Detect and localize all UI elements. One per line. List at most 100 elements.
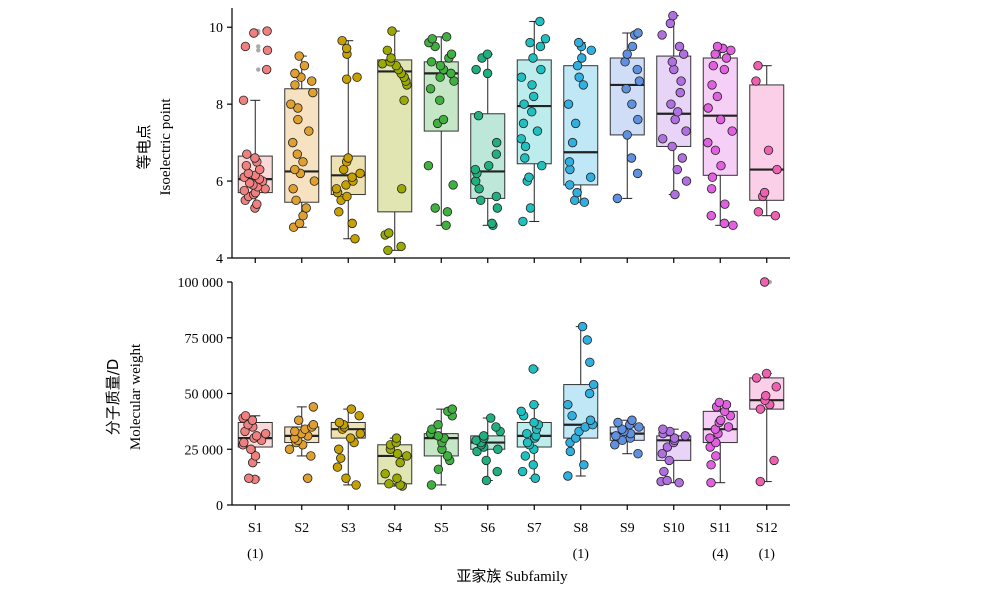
data-point [350, 234, 360, 244]
data-point [715, 114, 726, 125]
data-point [342, 191, 352, 202]
data-point [678, 49, 689, 59]
data-point [492, 466, 502, 477]
data-point [433, 464, 444, 475]
data-point [632, 168, 643, 179]
data-point [659, 466, 669, 477]
data-point [528, 460, 538, 470]
data-point [291, 195, 301, 206]
data-point [716, 160, 726, 171]
data-point [627, 99, 637, 109]
data-point [711, 451, 721, 461]
data-point [425, 84, 436, 94]
data-point [519, 99, 529, 109]
top-ylabel-en: Isoelectric point [158, 98, 174, 196]
x-axis-title: 亚家族 Subfamily [456, 568, 568, 585]
data-point [586, 45, 597, 56]
data-point [707, 80, 717, 90]
top-y-tick-label: 4 [216, 252, 223, 267]
data-point [633, 114, 643, 125]
data-point [243, 168, 254, 179]
bottom-y-tick-label: 50 000 [185, 388, 224, 403]
data-point [438, 114, 449, 125]
data-point [290, 426, 300, 437]
x-tick-label-S8: S8 [573, 521, 588, 536]
data-point [387, 26, 397, 36]
data-point [481, 455, 491, 466]
data-point [703, 137, 713, 148]
bottom-y-tick-label: 25 000 [185, 443, 224, 458]
data-point [626, 153, 637, 163]
data-point [530, 473, 540, 483]
data-point [620, 57, 630, 67]
data-point [753, 207, 764, 217]
data-point [262, 45, 273, 56]
data-point [309, 176, 320, 186]
data-point [386, 53, 396, 63]
data-point [585, 172, 596, 182]
data-point [527, 107, 537, 117]
data-point [567, 411, 577, 421]
data-point [770, 210, 781, 221]
data-point [392, 449, 403, 459]
data-point [728, 220, 738, 231]
data-point [516, 134, 526, 144]
data-point [484, 160, 494, 171]
data-point [491, 149, 502, 159]
data-point [293, 114, 303, 125]
data-point [447, 404, 457, 414]
data-point [771, 382, 781, 392]
data-point [343, 153, 353, 163]
data-point [707, 172, 718, 182]
data-point [247, 415, 258, 425]
top-box-S2 [284, 51, 320, 232]
data-point [627, 415, 637, 425]
data-point [493, 444, 503, 454]
x-tick-label-S2: S2 [294, 521, 309, 536]
data-point [479, 431, 489, 441]
data-point [384, 228, 394, 238]
data-point [714, 397, 725, 408]
data-point [482, 49, 493, 59]
data-point [294, 218, 305, 229]
data-point [306, 451, 316, 461]
x-sublabel-S1: (1) [247, 547, 264, 562]
data-point [706, 460, 716, 470]
data-point [491, 422, 501, 432]
top-box-S10 [656, 10, 692, 200]
data-point [308, 420, 319, 430]
data-point [574, 72, 584, 82]
data-point [481, 475, 492, 486]
data-point [720, 199, 730, 209]
data-point [284, 444, 295, 454]
data-point [535, 16, 545, 27]
data-point [427, 34, 437, 44]
data-point [525, 37, 535, 48]
data-point [662, 475, 672, 486]
bottom-box-S8 [563, 321, 599, 481]
data-point [298, 157, 308, 167]
data-point [516, 406, 526, 417]
data-point [681, 126, 691, 136]
data-point [537, 160, 547, 171]
data-point [540, 34, 551, 44]
data-point [516, 72, 527, 82]
bottom-y-tick-label: 75 000 [185, 332, 224, 347]
bottom-box-S5 [423, 404, 459, 490]
data-point [399, 95, 409, 106]
data-point [471, 176, 481, 186]
bottom-box-S1 [237, 411, 273, 485]
data-point [763, 145, 774, 156]
data-point [527, 80, 537, 90]
data-point [675, 87, 685, 98]
data-point [672, 164, 682, 175]
data-point [529, 399, 539, 410]
data-point [241, 160, 252, 171]
data-point [448, 180, 458, 190]
data-point [572, 60, 583, 71]
data-point [304, 126, 314, 136]
data-point [249, 28, 259, 38]
data-point [442, 207, 453, 217]
data-point [486, 413, 496, 423]
